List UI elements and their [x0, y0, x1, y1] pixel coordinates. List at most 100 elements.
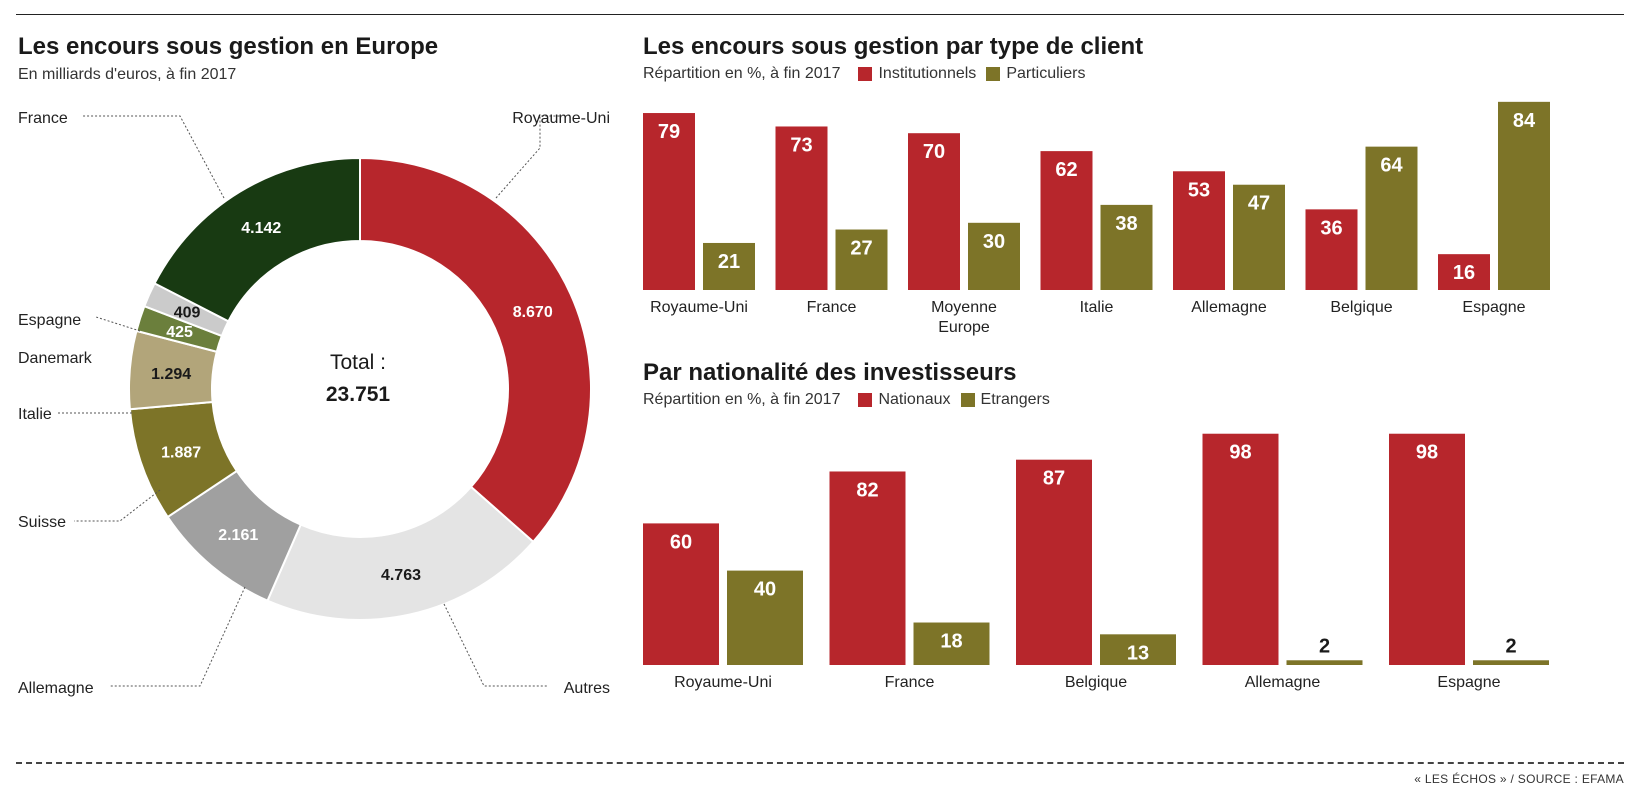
category-label-royaume-uni: Royaume-Uni — [650, 299, 748, 316]
category-label-allemagne: Allemagne — [1191, 299, 1267, 316]
legend-swatch-etrangers — [960, 393, 975, 407]
nationality-legend: Répartition en %, à fin 2017 Nationaux E… — [643, 391, 1050, 409]
donut-center-value: 23.751 — [326, 383, 391, 406]
bar-particuliers-allemagne — [1233, 184, 1285, 290]
bar-label-etrangers-belgique: 13 — [1127, 642, 1149, 664]
donut-name-espagne: Espagne — [18, 312, 81, 329]
category-label-royaume-uni: Royaume-Uni — [674, 674, 772, 691]
donut-subtitle: En milliards d'euros, à fin 2017 — [18, 66, 237, 83]
category-label-espagne: Espagne — [1462, 299, 1525, 316]
legend-label-etrangers: Etrangers — [980, 391, 1050, 408]
bar-label-etrangers-france: 18 — [940, 631, 962, 653]
donut-value-autres: 4.763 — [381, 567, 421, 584]
client-type-bar-chart: 79 21 Royaume-Uni 73 27 France 70 30 Moyenne Euro… — [643, 101, 1550, 336]
donut-slice-france — [153, 156, 361, 323]
bar-label-nationaux-france: 82 — [856, 479, 878, 501]
bar-particuliers-espagne — [1498, 101, 1550, 290]
bar-etrangers-france — [913, 622, 990, 665]
bar-label-nationaux-belgique: 87 — [1043, 468, 1065, 490]
donut-title: Les encours sous gestion en Europe — [18, 33, 439, 60]
bar-label-institutionnels-royaume-uni: 79 — [658, 121, 680, 143]
bar-nationaux-royaume-uni — [643, 523, 719, 665]
bar-etrangers-espagne — [1473, 660, 1549, 665]
bar-label-institutionnels-france: 73 — [790, 134, 812, 156]
client-legend: Répartition en %, à fin 2017 Institution… — [643, 65, 1085, 83]
bar-particuliers-moyenne-europe — [968, 222, 1020, 290]
bar-etrangers-allemagne — [1286, 660, 1363, 665]
bar-institutionnels-italie — [1040, 151, 1093, 290]
category-label-allemagne: Allemagne — [1245, 674, 1321, 691]
category-label-moyenne-europe: Europe — [938, 319, 990, 336]
bar-label-particuliers-royaume-uni: 21 — [718, 251, 740, 273]
bar-particuliers-royaume-uni — [703, 242, 755, 290]
donut-chart: 8.670 Royaume-Uni 4.763 Autres 2.161 Allemagn… — [18, 110, 610, 697]
donut-value-suisse: 1.887 — [161, 445, 201, 462]
bar-label-etrangers-espagne: 2 — [1505, 635, 1516, 657]
donut-name-france: France — [18, 110, 68, 127]
nationality-subtitle: Répartition en %, à fin 2017 — [643, 391, 841, 408]
legend-label-nationaux: Nationaux — [878, 391, 951, 408]
bar-label-nationaux-espagne: 98 — [1416, 442, 1438, 464]
donut-value-france: 4.142 — [241, 220, 281, 237]
bar-label-particuliers-italie: 38 — [1115, 213, 1137, 235]
category-label-france: France — [885, 674, 935, 691]
bar-institutionnels-allemagne — [1173, 171, 1225, 290]
bar-institutionnels-moyenne-europe — [908, 133, 960, 290]
bar-institutionnels-espagne — [1438, 254, 1490, 290]
client-chart-title: Les encours sous gestion par type de cli… — [643, 33, 1144, 60]
source-note: « LES ÉCHOS » / SOURCE : EFAMA — [1414, 772, 1624, 786]
donut-name-autres: Autres — [564, 680, 610, 697]
bar-label-particuliers-allemagne: 47 — [1248, 193, 1270, 215]
leader-line-suisse — [74, 489, 161, 522]
bar-label-etrangers-royaume-uni: 40 — [754, 579, 776, 601]
bar-label-nationaux-royaume-uni: 60 — [670, 531, 692, 553]
bar-nationaux-france — [829, 471, 906, 665]
donut-name-danemark: Danemark — [18, 350, 93, 367]
leader-line-autres — [443, 603, 548, 687]
donut-value-allemagne: 2.161 — [218, 527, 258, 544]
bar-label-institutionnels-allemagne: 53 — [1188, 179, 1210, 201]
donut-name-italie: Italie — [18, 406, 52, 423]
legend-label-particuliers: Particuliers — [1006, 65, 1086, 82]
legend-label-institutionnels: Institutionnels — [878, 65, 977, 82]
bar-etrangers-belgique — [1100, 634, 1176, 665]
donut-value-italie: 1.294 — [151, 366, 191, 383]
bar-label-particuliers-espagne: 84 — [1513, 110, 1536, 132]
donut-slice-royaume-uni — [359, 156, 592, 544]
category-label-france: France — [807, 299, 857, 316]
bar-label-etrangers-allemagne: 2 — [1319, 635, 1330, 657]
bar-institutionnels-belgique — [1305, 209, 1358, 290]
bar-label-institutionnels-belgique: 36 — [1320, 217, 1342, 239]
nationality-chart-title: Par nationalité des investisseurs — [643, 359, 1017, 386]
donut-name-royaume-uni: Royaume-Uni — [512, 110, 610, 127]
donut-name-suisse: Suisse — [18, 514, 66, 531]
client-subtitle: Répartition en %, à fin 2017 — [643, 65, 841, 82]
category-label-belgique: Belgique — [1330, 299, 1392, 316]
bar-nationaux-belgique — [1016, 459, 1092, 665]
bar-particuliers-italie — [1100, 204, 1153, 290]
bar-label-nationaux-allemagne: 98 — [1229, 442, 1251, 464]
bottom-rule — [16, 762, 1624, 764]
bar-label-institutionnels-italie: 62 — [1055, 159, 1077, 181]
category-label-italie: Italie — [1080, 299, 1114, 316]
bar-label-particuliers-france: 27 — [850, 238, 872, 260]
bar-etrangers-royaume-uni — [727, 570, 803, 665]
legend-swatch-institutionnels — [858, 67, 873, 81]
bar-label-particuliers-belgique: 64 — [1380, 155, 1403, 177]
bar-nationaux-espagne — [1389, 433, 1465, 665]
bar-label-institutionnels-moyenne-europe: 70 — [923, 141, 945, 163]
legend-swatch-nationaux — [858, 393, 873, 407]
donut-value-espagne: 409 — [174, 305, 201, 322]
category-label-belgique: Belgique — [1065, 674, 1127, 691]
leader-line-allemagne — [110, 586, 246, 687]
bar-institutionnels-france — [775, 126, 828, 290]
top-rule — [16, 14, 1624, 15]
legend-swatch-particuliers — [986, 67, 1001, 81]
category-label-espagne: Espagne — [1437, 674, 1500, 691]
donut-name-allemagne: Allemagne — [18, 680, 94, 697]
category-label-moyenne-europe: Moyenne — [931, 299, 997, 316]
bar-institutionnels-royaume-uni — [643, 113, 695, 290]
leader-line-france — [82, 115, 225, 199]
bar-label-institutionnels-espagne: 16 — [1453, 262, 1475, 284]
donut-value-danemark: 425 — [166, 324, 193, 341]
